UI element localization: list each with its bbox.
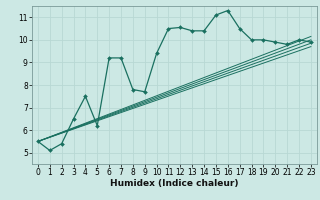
X-axis label: Humidex (Indice chaleur): Humidex (Indice chaleur) [110, 179, 239, 188]
